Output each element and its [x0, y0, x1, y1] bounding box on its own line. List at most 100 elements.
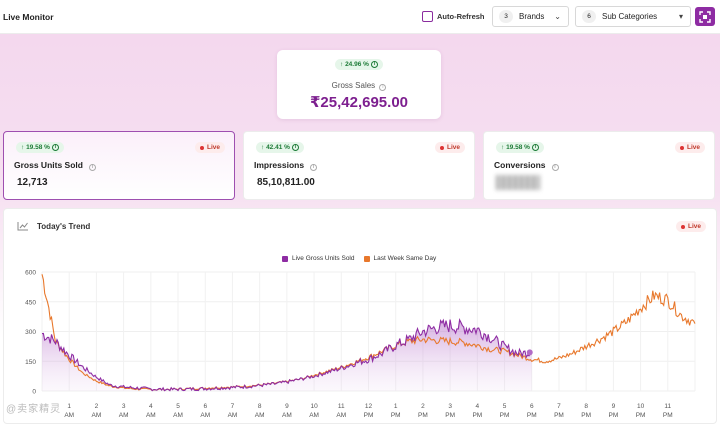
- x-tick-label: 3 PM: [445, 403, 455, 419]
- legend-swatch: [282, 255, 288, 262]
- kpi-card-gross-units-sold[interactable]: ↑ 19.58 % i Live Gross Units Sold i 12,71…: [3, 131, 235, 200]
- info-icon[interactable]: i: [88, 164, 96, 171]
- page-title: Live Monitor: [3, 12, 54, 22]
- x-tick-label: 12 PM: [364, 403, 374, 419]
- x-tick-label: 6 PM: [527, 403, 537, 419]
- auto-refresh-toggle[interactable]: Auto-Refresh: [422, 11, 485, 22]
- x-tick-label: 9 PM: [609, 403, 619, 419]
- live-label: Live: [686, 144, 700, 151]
- live-badge: Live: [434, 142, 465, 153]
- info-icon[interactable]: i: [551, 164, 559, 171]
- y-tick-label: 0: [32, 389, 36, 396]
- live-label: Live: [687, 223, 701, 230]
- auto-refresh-checkbox[interactable]: [422, 11, 433, 22]
- x-tick-label: 11 PM: [663, 403, 673, 419]
- y-tick-label: 450: [25, 299, 36, 306]
- info-icon: i: [51, 144, 59, 151]
- live-current-point[interactable]: [526, 349, 533, 356]
- kpi-name-row: Impressions i: [254, 160, 318, 171]
- live-dot-icon: [199, 145, 204, 150]
- x-tick-label: 1 AM: [64, 403, 74, 419]
- gross-sales-label-row: Gross Sales i: [277, 81, 441, 91]
- live-series-area: [42, 319, 532, 391]
- trend-title-row: Today's Trend: [17, 221, 90, 231]
- sub-categories-label: Sub Categories: [602, 12, 658, 21]
- legend-item-last-week[interactable]: Last Week Same Day: [363, 255, 437, 262]
- kpi-value: 12,713: [17, 177, 48, 188]
- auto-refresh-label: Auto-Refresh: [437, 12, 485, 21]
- trend-chart[interactable]: 0 150 300 450 600 1 AM 2 AM 3 AM 4 AM 5 AM 6 AM 7 AM 8 AM 9 A…: [0, 208, 720, 424]
- sub-categories-select[interactable]: 6 Sub Categories ▾: [575, 6, 691, 27]
- line-chart-icon: [17, 222, 28, 231]
- kpi-change-badge: ↑ 19.58 % i: [16, 142, 64, 153]
- kpi-name-row: Gross Units Sold i: [14, 160, 96, 171]
- info-icon: i: [370, 61, 378, 68]
- live-dot-icon: [439, 145, 444, 150]
- brands-label: Brands: [519, 12, 545, 21]
- gross-sales-label: Gross Sales: [331, 81, 376, 90]
- kpi-name: Impressions: [254, 160, 305, 170]
- kpi-change: 42.41 %: [266, 144, 290, 151]
- live-label: Live: [446, 144, 460, 151]
- y-tick-label: 600: [25, 270, 36, 277]
- live-dot-icon: [680, 224, 685, 229]
- brands-count: 3: [499, 10, 513, 23]
- gross-sales-change: 24.96 %: [345, 61, 369, 68]
- x-tick-label: 9 AM: [282, 403, 292, 419]
- info-icon: i: [531, 144, 539, 151]
- x-tick-label: 7 AM: [228, 403, 238, 419]
- caret-down-icon: ▾: [678, 12, 683, 21]
- expand-icon: [699, 10, 711, 23]
- live-label: Live: [206, 144, 220, 151]
- info-icon[interactable]: i: [310, 164, 318, 171]
- kpi-card-impressions[interactable]: ↑ 42.41 % i Live Impressions i 85,10,811.…: [243, 131, 475, 200]
- gross-sales-change-badge: ↑ 24.96 % i: [335, 59, 383, 70]
- kpi-name: Gross Units Sold: [14, 160, 83, 170]
- info-icon[interactable]: i: [379, 84, 387, 91]
- y-tick-label: 150: [25, 359, 36, 366]
- gross-sales-value: ₹25,42,695.00: [309, 94, 409, 111]
- legend-item-live[interactable]: Live Gross Units Sold: [282, 255, 355, 262]
- watermark: @卖家精灵: [6, 404, 62, 415]
- x-tick-label: 2 AM: [92, 403, 102, 419]
- chart-legend: Live Gross Units Sold Last Week Same Day: [282, 255, 445, 262]
- x-tick-label: 6 AM: [200, 403, 210, 419]
- kpi-value-blurred: [496, 175, 540, 190]
- arrow-up-icon: ↑: [21, 144, 27, 151]
- kpi-name-row: Conversions i: [494, 160, 559, 171]
- trend-title: Today's Trend: [37, 221, 91, 231]
- arrow-up-icon: ↑: [261, 144, 267, 151]
- x-tick-label: 8 PM: [581, 403, 591, 419]
- kpi-change: 19.58 %: [506, 144, 530, 151]
- live-badge: Live: [194, 142, 225, 153]
- live-badge: Live: [675, 221, 706, 232]
- arrow-up-icon: ↑: [501, 144, 507, 151]
- arrow-up-icon: ↑: [340, 61, 346, 68]
- x-tick-label: 3 AM: [119, 403, 129, 419]
- legend-label: Last Week Same Day: [373, 255, 437, 262]
- fullscreen-button[interactable]: [695, 7, 715, 26]
- x-tick-label: 10 AM: [309, 403, 319, 419]
- live-dot-icon: [679, 145, 684, 150]
- kpi-card-conversions[interactable]: ↑ 19.58 % i Live Conversions i: [483, 131, 715, 200]
- top-bar: Live Monitor Auto-Refresh 3 Brands ⌄ 6 S…: [0, 0, 720, 34]
- kpi-value: 85,10,811.00: [257, 177, 315, 188]
- legend-swatch: [363, 255, 370, 262]
- y-tick-label: 300: [25, 329, 36, 336]
- live-series-line: [41, 318, 533, 392]
- x-tick-label: 7 PM: [554, 403, 564, 419]
- x-tick-label: 4 AM: [146, 403, 156, 419]
- kpi-change-badge: ↑ 19.58 % i: [496, 142, 544, 153]
- live-badge: Live: [674, 142, 705, 153]
- sub-categories-count: 6: [582, 10, 596, 23]
- brands-select[interactable]: 3 Brands ⌄: [492, 6, 569, 27]
- chevron-down-icon: ⌄: [554, 12, 561, 21]
- x-tick-label: 10 PM: [636, 403, 646, 419]
- x-tick-label: 4 PM: [472, 403, 482, 419]
- x-tick-label: 1 PM: [391, 403, 401, 419]
- kpi-name: Conversions: [494, 160, 546, 170]
- legend-label: Live Gross Units Sold: [292, 255, 355, 262]
- info-icon: i: [291, 144, 299, 151]
- gross-sales-card: ↑ 24.96 % i Gross Sales i ₹25,42,695.00: [277, 50, 441, 119]
- x-tick-label: 5 PM: [500, 403, 510, 419]
